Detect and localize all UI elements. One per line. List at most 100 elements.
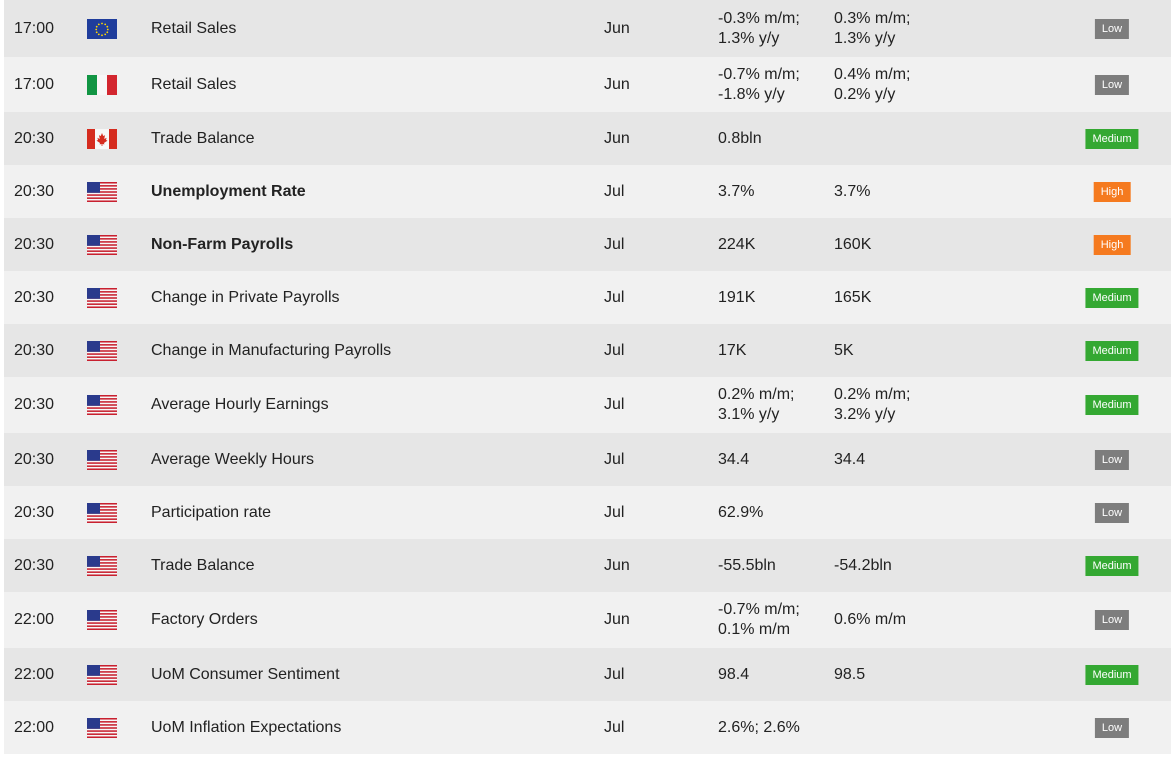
calendar-table: 17:00 Retail Sales Jun -0.3% m/m; 1.3% y/y… (4, 0, 1171, 754)
forecast-value: 34.4 (834, 450, 866, 468)
table-row: 20:30 Average Weekly Hours Jul 34.4 34.4 Low (4, 433, 1171, 486)
event-name: Factory Orders (151, 611, 258, 628)
time: 20:30 (14, 341, 55, 359)
table-row: 22:00 UoM Consumer Sentiment Jul 98.4 98.5 M… (4, 648, 1171, 701)
flag (87, 234, 117, 255)
time: 20:30 (14, 556, 55, 574)
importance-badge: Low (1094, 449, 1130, 470)
event-name: Participation rate (151, 503, 272, 521)
table-row: 22:00 Factory Orders Jun -0.7% m/m; 0.1% m… (4, 592, 1171, 648)
period: Jun (604, 556, 630, 574)
time: 20:30 (14, 396, 55, 413)
time: 22:00 (14, 718, 55, 736)
event-name: Trade Balance (151, 556, 255, 574)
event-name: Average Weekly Hours (151, 450, 315, 468)
flag (87, 717, 117, 738)
importance-badge: Low (1094, 18, 1130, 39)
importance-badge: Low (1094, 717, 1130, 738)
period: Jul (604, 182, 625, 200)
time: 22:00 (14, 665, 55, 683)
flag (87, 128, 117, 149)
actual-value: -0.3% m/m; 1.3% y/y (718, 9, 800, 47)
period: Jul (604, 288, 625, 306)
actual-value: -55.5bln (718, 556, 776, 574)
actual-value: 0.2% m/m; 3.1% y/y (718, 386, 795, 423)
actual-value: 191K (718, 288, 756, 306)
flag (87, 181, 117, 202)
table-row: 20:30 Trade Balance Jun 0.8bln Medium (4, 112, 1171, 165)
table-row: 20:30 Unemployment Rate Jul 3.7% 3.7% High (4, 165, 1171, 218)
period: Jul (604, 396, 625, 413)
time: 20:30 (14, 503, 55, 521)
event-name: Change in Manufacturing Payrolls (151, 341, 392, 359)
forecast-value: 0.6% m/m (834, 611, 907, 628)
actual-value: 62.9% (718, 503, 764, 521)
table-row: 20:30 Non-Farm Payrolls Jul 224K 160K High (4, 218, 1171, 271)
table-row: 20:30 Average Hourly Earnings Jul 0.2% m/m… (4, 377, 1171, 433)
forecast-value: 160K (834, 235, 872, 253)
time: 20:30 (14, 288, 55, 306)
period: Jul (604, 718, 625, 736)
importance-badge: High (1093, 181, 1131, 202)
table-row: 22:00 UoM Inflation Expectations Jul 2.6%;… (4, 701, 1171, 754)
actual-value: 17K (718, 341, 747, 359)
actual-value: -0.7% m/m; -1.8% y/y (718, 65, 800, 103)
forecast-value: 3.7% (834, 182, 871, 200)
table-row: 17:00 Retail Sales Jun -0.7% m/m; -1.8% y/… (4, 57, 1171, 112)
time: 20:30 (14, 182, 55, 200)
forecast-value: 0.2% m/m; 3.2% y/y (834, 386, 911, 423)
flag (87, 555, 117, 576)
event-name: Retail Sales (151, 75, 237, 93)
forecast-value: 165K (834, 288, 872, 306)
actual-value: 98.4 (718, 665, 750, 683)
actual-value: 224K (718, 235, 756, 253)
importance-badge: Medium (1085, 128, 1139, 149)
event-name: UoM Inflation Expectations (151, 718, 342, 736)
importance-badge: Medium (1085, 664, 1139, 685)
period: Jul (604, 503, 625, 521)
time: 20:30 (14, 450, 55, 468)
time: 22:00 (14, 611, 55, 628)
importance-badge: Medium (1085, 340, 1139, 361)
flag (87, 502, 117, 523)
event-name: Change in Private Payrolls (151, 288, 340, 306)
forecast-value: 5K (834, 341, 854, 359)
time: 17:00 (14, 75, 55, 93)
flag (87, 287, 117, 308)
importance-badge: Medium (1085, 287, 1139, 308)
time: 20:30 (14, 129, 55, 147)
period: Jul (604, 341, 625, 359)
event-name: Average Hourly Earnings (151, 396, 329, 413)
table-row: 20:30 Change in Private Payrolls Jul 191K 1… (4, 271, 1171, 324)
forecast-value: 0.3% m/m; 1.3% y/y (834, 9, 911, 47)
event-name: Retail Sales (151, 19, 237, 37)
event-name: UoM Consumer Sentiment (151, 665, 340, 683)
actual-value: 34.4 (718, 450, 750, 468)
time: 20:30 (14, 235, 55, 253)
actual-value: -0.7% m/m; 0.1% m/m (718, 601, 800, 638)
importance-badge: Low (1094, 74, 1130, 95)
period: Jun (604, 611, 630, 628)
period: Jul (604, 665, 625, 683)
event-name: Unemployment Rate (151, 182, 306, 200)
table-row: 20:30 Participation rate Jul 62.9% Low (4, 486, 1171, 539)
actual-value: 2.6%; 2.6% (718, 718, 800, 736)
flag (87, 449, 117, 470)
importance-badge: High (1093, 234, 1131, 255)
importance-badge: Medium (1085, 555, 1139, 576)
event-name: Non-Farm Payrolls (151, 235, 294, 253)
importance-badge: Low (1094, 502, 1130, 523)
table-row: 20:30 Trade Balance Jun -55.5bln -54.2bln Me… (4, 539, 1171, 592)
period: Jun (604, 75, 630, 93)
period: Jul (604, 235, 625, 253)
flag (87, 18, 117, 39)
time: 17:00 (14, 19, 55, 37)
period: Jun (604, 129, 630, 147)
flag (87, 74, 117, 95)
event-name: Trade Balance (151, 129, 255, 147)
period: Jun (604, 19, 630, 37)
table-row: 20:30 Change in Manufacturing Payrolls Ju… (4, 324, 1171, 377)
forecast-value: 98.5 (834, 665, 866, 683)
flag (87, 395, 117, 415)
